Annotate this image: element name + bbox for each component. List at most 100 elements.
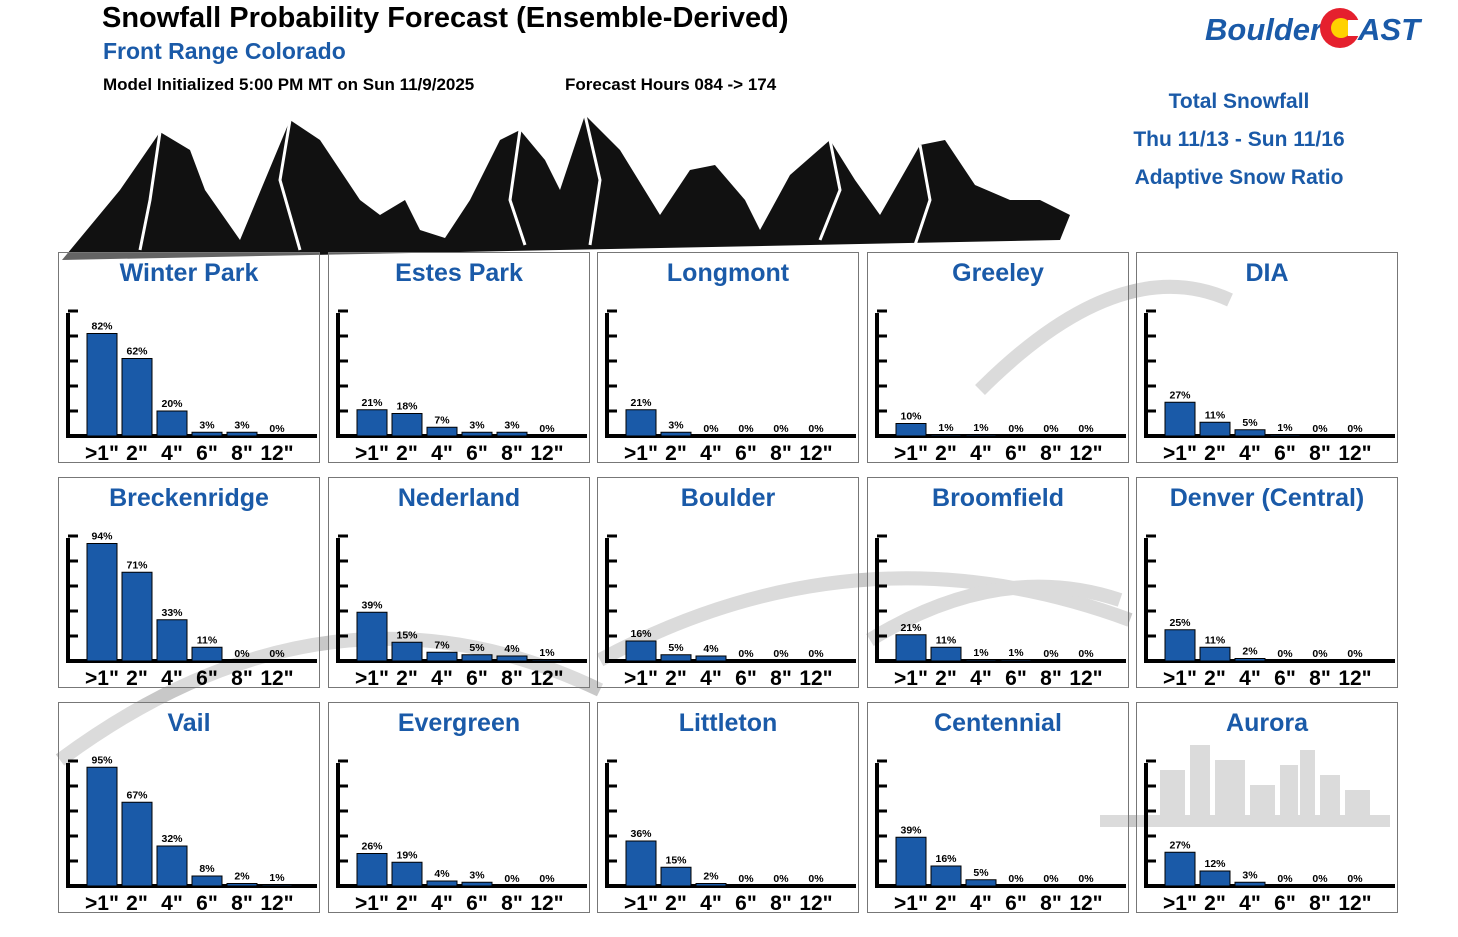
- bar-value-label: 0%: [1078, 873, 1094, 885]
- x-tick-label: 2": [935, 892, 957, 914]
- bar: [1164, 401, 1196, 437]
- x-tick-label: 4": [1239, 892, 1261, 914]
- x-tick-label: 8": [231, 442, 253, 464]
- bar-value-label: 3%: [199, 419, 215, 431]
- x-tick-label: >1": [894, 667, 928, 689]
- bar-value-label: 5%: [668, 642, 684, 654]
- chart-panel-dia: DIA 27% >1" 11% 2" 5% 4" 1% 6" 0% 8" 0% 12": [1136, 252, 1398, 464]
- bar-value-label: 0%: [269, 423, 285, 435]
- bar-value-label: 16%: [935, 853, 957, 865]
- bar: [930, 865, 962, 887]
- x-tick-label: 6": [466, 892, 488, 914]
- panel-title: Estes Park: [395, 259, 523, 287]
- x-tick-label: 2": [1204, 442, 1226, 464]
- bar-value-label: 0%: [539, 423, 555, 435]
- panel-title: Longmont: [666, 259, 790, 287]
- bar-value-label: 0%: [773, 873, 789, 885]
- bar-value-label: 0%: [1008, 423, 1024, 435]
- x-tick-label: 8": [501, 892, 523, 914]
- bar-value-label: 0%: [539, 873, 555, 885]
- bar-value-label: 0%: [1312, 423, 1328, 435]
- bar-value-label: 0%: [1008, 873, 1024, 885]
- x-tick-label: 4": [161, 667, 183, 689]
- panel-title: Aurora: [1226, 709, 1308, 737]
- x-tick-label: 12": [1069, 667, 1102, 689]
- bar: [895, 836, 927, 887]
- x-tick-label: 4": [970, 667, 992, 689]
- bar-value-label: 5%: [973, 867, 989, 879]
- x-tick-label: 6": [1005, 442, 1027, 464]
- mountain-range-illustration: [62, 114, 1070, 260]
- x-tick-label: 8": [1040, 442, 1062, 464]
- bar-value-label: 82%: [91, 321, 113, 333]
- bar-value-label: 0%: [738, 648, 754, 660]
- bar-value-label: 2%: [703, 871, 719, 883]
- bar: [426, 426, 458, 437]
- bar-value-label: 32%: [161, 833, 183, 845]
- x-tick-label: >1": [1163, 892, 1197, 914]
- bar: [86, 543, 118, 662]
- forecast-hours-text: Forecast Hours 084 -> 174: [565, 75, 777, 94]
- bar-value-label: 27%: [1169, 389, 1191, 401]
- x-tick-label: 6": [1274, 442, 1296, 464]
- x-tick-label: >1": [624, 892, 658, 914]
- panel-title: Vail: [167, 709, 211, 737]
- chart-panel-nederland: Nederland 39% >1" 15% 2" 7% 4" 5% 6" 4% 8" 1% 12": [328, 477, 590, 689]
- panel-title: Centennial: [934, 709, 1062, 737]
- bar-value-label: 62%: [126, 346, 148, 358]
- bar: [1164, 851, 1196, 887]
- bar: [1199, 870, 1231, 887]
- x-tick-label: 2": [126, 667, 148, 689]
- bar-value-label: 94%: [91, 531, 113, 543]
- bar-value-label: 25%: [1169, 617, 1191, 629]
- bar-value-label: 18%: [396, 401, 418, 413]
- bar-value-label: 67%: [126, 789, 148, 801]
- bar-value-label: 0%: [1043, 423, 1059, 435]
- bar-chart: 39% >1" 16% 2" 5% 4" 0% 6" 0% 8" 0% 12": [875, 759, 1126, 914]
- bar-value-label: 27%: [1169, 839, 1191, 851]
- x-tick-label: 8": [501, 667, 523, 689]
- chart-panel-denver-central: Denver (Central) 25% >1" 11% 2" 2% 4" 0% 6" 0% 8" 0…: [1136, 477, 1398, 689]
- x-tick-label: 8": [1040, 667, 1062, 689]
- bar-chart: 26% >1" 19% 2" 4% 4" 3% 6" 0% 8" 0% 12": [336, 759, 587, 914]
- x-tick-label: 12": [1338, 442, 1371, 464]
- bar-value-label: 4%: [434, 868, 450, 880]
- panel-title: Nederland: [397, 484, 521, 512]
- info-total-snowfall: Total Snowfall: [1168, 90, 1310, 113]
- bar-value-label: 3%: [1242, 869, 1258, 881]
- bar-value-label: 39%: [361, 599, 383, 611]
- x-tick-label: 4": [161, 442, 183, 464]
- x-tick-label: 6": [1005, 667, 1027, 689]
- x-tick-label: 4": [970, 892, 992, 914]
- panel-title: Winter Park: [119, 259, 259, 287]
- bar-value-label: 1%: [973, 647, 989, 659]
- x-tick-label: >1": [1163, 442, 1197, 464]
- bar: [930, 646, 962, 662]
- bar: [496, 431, 528, 437]
- x-tick-label: 8": [1040, 892, 1062, 914]
- x-tick-label: 6": [196, 667, 218, 689]
- panel-title: Greeley: [952, 259, 1044, 287]
- x-tick-label: 8": [1309, 892, 1331, 914]
- panel-title: DIA: [1245, 259, 1289, 287]
- panel-title: Broomfield: [932, 484, 1064, 512]
- x-tick-label: 12": [530, 667, 563, 689]
- bar-value-label: 5%: [469, 642, 485, 654]
- bar-value-label: 0%: [773, 648, 789, 660]
- x-tick-label: >1": [1163, 667, 1197, 689]
- x-tick-label: 2": [665, 442, 687, 464]
- bar: [86, 766, 118, 887]
- bar-value-label: 16%: [630, 628, 652, 640]
- x-tick-label: 2": [1204, 667, 1226, 689]
- bar-value-label: 11%: [936, 634, 957, 646]
- chart-panel-longmont: Longmont 21% >1" 3% 2" 0% 4" 0% 6" 0% 8" 0% 12": [597, 252, 859, 464]
- bar-chart: 27% >1" 12% 2" 3% 4" 0% 6" 0% 8" 0% 12": [1144, 759, 1395, 914]
- bar-value-label: 12%: [1204, 858, 1226, 870]
- chart-panel-broomfield: Broomfield 21% >1" 11% 2" 1% 4" 1% 6" 0% 8" 0% 12": [867, 477, 1129, 689]
- bar: [930, 434, 962, 437]
- bar-value-label: 2%: [1242, 646, 1258, 658]
- bar: [191, 875, 223, 887]
- chart-panel-aurora: Aurora 27% >1" 12% 2" 3% 4" 0% 6" 0% 8" 0% 12": [1136, 702, 1398, 914]
- panel-title: Littleton: [678, 709, 778, 737]
